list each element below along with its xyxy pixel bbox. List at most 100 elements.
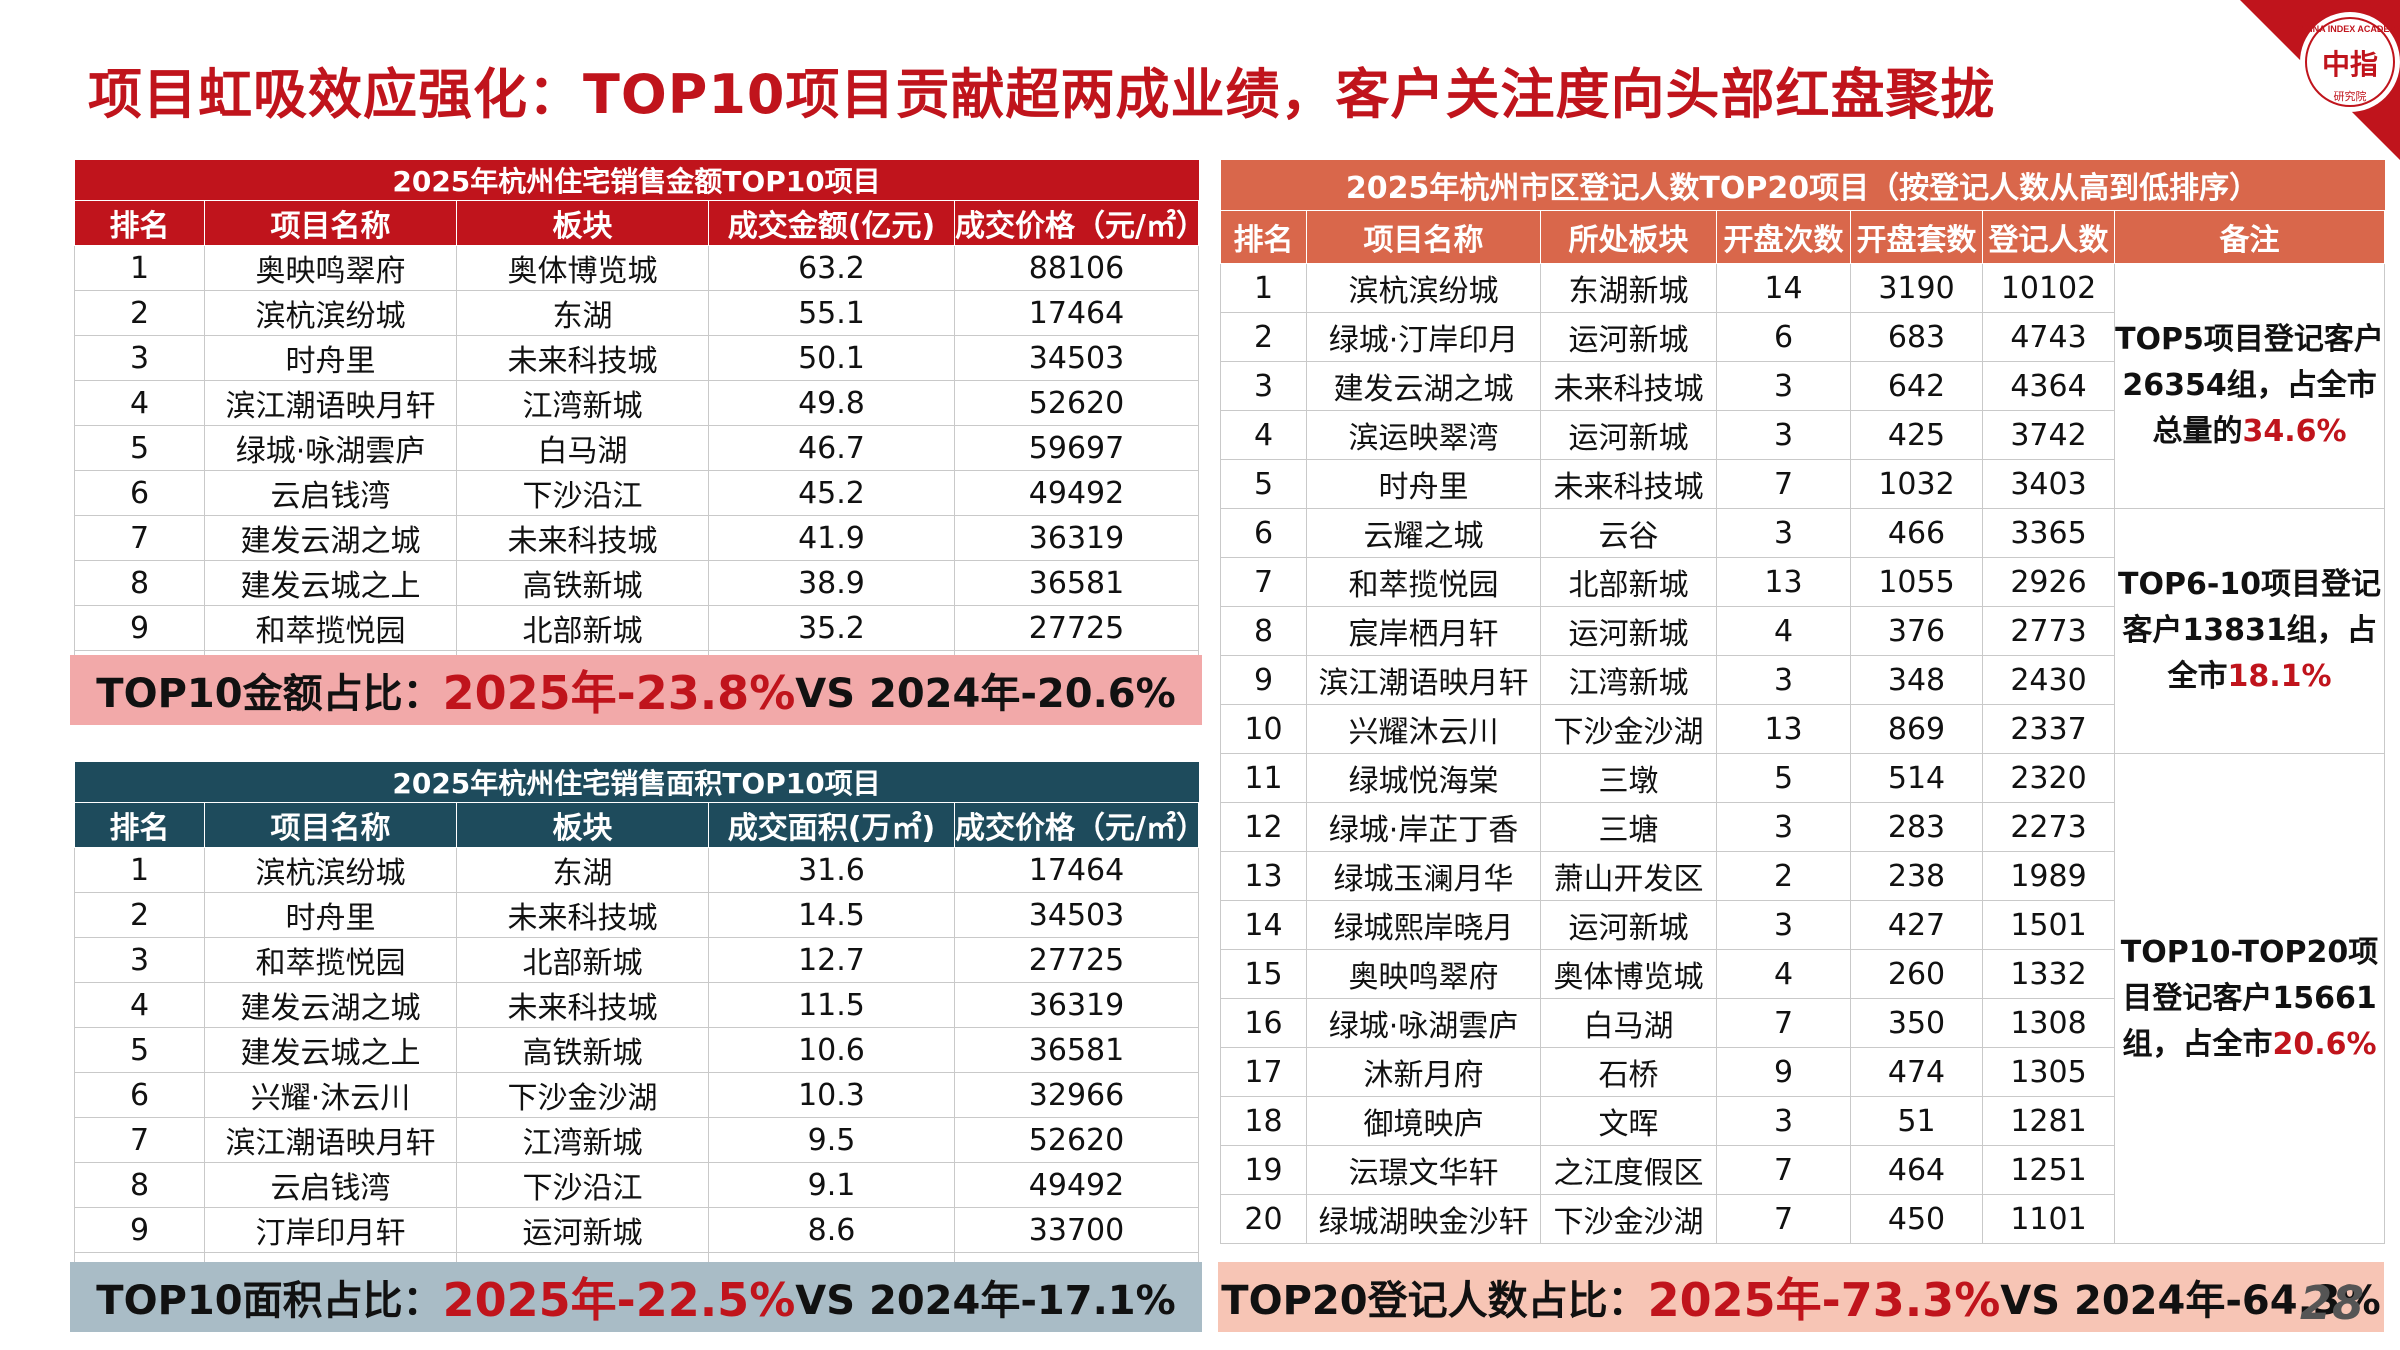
table-cell: 2430 [1982,655,2115,705]
table-cell: 7 [1716,459,1851,509]
table-cell: 51 [1850,1096,1983,1146]
table-cell: 14.5 [708,892,955,938]
table-cell: 3190 [1850,263,1983,313]
table-row: 14 绿城熙岸晓月 运河新城 3 427 1501 [1220,900,2385,950]
summary-highlight: 2025年-23.8% [442,666,796,720]
table-cell: 建发云城之上 [204,560,457,606]
table-cell: 869 [1850,704,1983,754]
table-cell: 之江度假区 [1540,1145,1717,1195]
table-cell: 6 [1716,312,1851,362]
table-cell: 1101 [1982,1194,2115,1244]
table-cell: 20 [1220,1194,1307,1244]
table-cell: 3 [1716,1096,1851,1146]
table-cell: 1055 [1850,557,1983,607]
table-cell: 427 [1850,900,1983,950]
table-cell: 3742 [1982,410,2115,460]
summary-prefix: TOP10金额占比： [96,671,443,717]
table-cell: 和萃揽悦园 [204,605,457,651]
table-cell: 4 [1716,949,1851,999]
table-cell: 白马湖 [1540,998,1717,1048]
table-row: 6 云耀之城 云谷 3 466 3365 TOP6-10项目登记客户13831组，占全市18… [1220,508,2386,754]
table-cell: 12.7 [708,937,955,983]
table-cell: 31.6 [708,847,955,893]
table-cell: 8 [74,1162,205,1208]
table-cell: 沐新月府 [1306,1047,1541,1097]
table-cell: 和萃揽悦园 [204,937,457,983]
table-cell: 东湖 [456,290,709,336]
table-cell: 滨江潮语映月轩 [1306,655,1541,705]
table-cell: 27725 [953,605,1200,651]
table-row: 3 时舟里 未来科技城 50.1 34503 [74,335,1200,381]
table-cell: 北部新城 [456,937,709,983]
table-cell: 5 [74,425,205,471]
table-cell: 北部新城 [1540,557,1717,607]
table-cell: 下沙金沙湖 [1540,704,1717,754]
table-cell: 下沙金沙湖 [456,1072,709,1118]
table-cell: 3 [1716,655,1851,705]
table-cell: 3 [74,937,205,983]
column-header: 开盘次数 [1716,210,1851,264]
summary-suffix: VS 2024年-64.3% [2000,1278,2381,1324]
table-cell: 2337 [1982,704,2115,754]
table-cell: 17 [1220,1047,1307,1097]
table-cell: 1501 [1982,900,2115,950]
table-cell: 2 [74,892,205,938]
column-header: 备注 [2113,210,2386,264]
column-header: 板块 [456,802,709,848]
table-cell: 5 [1716,753,1851,803]
table-cell: 建发云湖之城 [204,515,457,561]
table-cell: 绿城·岸芷丁香 [1306,802,1541,852]
table-cell: 36581 [953,560,1200,606]
table-cell: 17464 [953,290,1200,336]
table-cell: 2320 [1982,753,2115,803]
table-cell: 88106 [953,245,1200,291]
column-header: 排名 [1220,210,1307,264]
table-cell: 10.6 [708,1027,955,1073]
table-cell: 2 [1220,312,1307,362]
table-cell: 466 [1850,508,1983,558]
table-cell: 38.9 [708,560,955,606]
table-cell: 13 [1220,851,1307,901]
table-cell: 9.5 [708,1117,955,1163]
table-cell: 建发云城之上 [204,1027,457,1073]
table-cell: 北部新城 [456,605,709,651]
table-cell: 12 [1220,802,1307,852]
table-cell: 14 [1220,900,1307,950]
sales-area-summary: TOP10面积占比： 2025年-22.5% VS 2024年-17.1% [70,1262,1202,1332]
table-cell: 石桥 [1540,1047,1717,1097]
summary-prefix: TOP20登记人数占比： [1221,1278,1648,1324]
column-header: 所处板块 [1540,210,1717,264]
remark-cell: TOP6-10项目登记客户13831组，占全市18.1% [2113,508,2386,754]
table-row: 9 滨江潮语映月轩 江湾新城 3 348 2430 [1220,655,2385,705]
table-cell: 东湖 [456,847,709,893]
table-cell: 49492 [953,1162,1200,1208]
table-cell: 三墩 [1540,753,1717,803]
table-row: 5 绿城·咏湖雲庐 白马湖 46.7 59697 [74,425,1200,471]
table-cell: 9 [74,1207,205,1253]
table-row: 17 沐新月府 石桥 9 474 1305 [1220,1047,2385,1097]
table-row: 8 宸岸栖月轩 运河新城 4 376 2773 [1220,606,2385,656]
table-cell: 下沙沿江 [456,1162,709,1208]
badge-bottom-text: 研究院 [2334,89,2367,103]
table-cell: 50.1 [708,335,955,381]
table-row: 6 兴耀·沐云川 下沙金沙湖 10.3 32966 [74,1072,1200,1118]
table-row: 10 兴耀沐云川 下沙金沙湖 13 869 2337 [1220,704,2385,754]
table-cell: 45.2 [708,470,955,516]
table-cell: 9 [1220,655,1307,705]
table-cell: 7 [1716,1145,1851,1195]
registration-top20-table: 2025年杭州市区登记人数TOP20项目（按登记人数从高到低排序） 排名 项目名称… [1220,160,2386,1244]
table-cell: 32966 [953,1072,1200,1118]
table-cell: 14 [1716,263,1851,313]
table-cell: 450 [1850,1194,1983,1244]
table-cell: 江湾新城 [456,1117,709,1163]
table-row: 7 建发云湖之城 未来科技城 41.9 36319 [74,515,1200,561]
table-cell: 奥体博览城 [1540,949,1717,999]
remark-highlight: 18.1% [2227,659,2332,694]
table-cell: 未来科技城 [456,515,709,561]
table-row: 13 绿城玉澜月华 萧山开发区 2 238 1989 [1220,851,2385,901]
table-cell: 2773 [1982,606,2115,656]
table-cell: 36319 [953,982,1200,1028]
table-cell: 3 [1716,410,1851,460]
table-cell: 36581 [953,1027,1200,1073]
table-cell: 江湾新城 [1540,655,1717,705]
